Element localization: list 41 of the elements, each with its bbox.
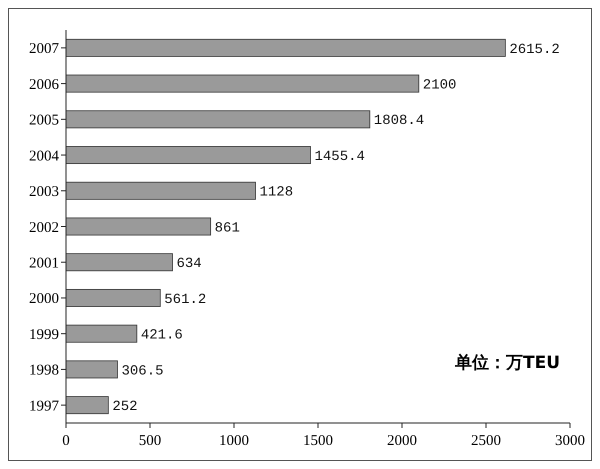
x-tick-label: 2000 [387,433,417,449]
data-label: 2615.2 [509,42,560,58]
y-tick-label: 2004 [29,148,60,164]
y-tick-label: 2003 [29,184,59,200]
y-tick-label: 2007 [29,41,60,58]
x-tick-label: 500 [138,433,162,449]
bar [66,146,311,164]
y-tick-label: 2005 [29,112,59,129]
y-tick-label: 1998 [29,362,59,379]
bar [66,288,161,307]
y-tick-label: 1997 [29,398,60,414]
data-label: 634 [176,256,202,272]
bar [66,38,506,57]
data-label: 861 [214,220,240,236]
data-label: 252 [112,399,138,416]
x-tick-label: 3000 [555,433,585,449]
bar [66,253,173,272]
data-label: 2100 [422,77,456,94]
bar [66,360,118,378]
data-label: 306.5 [121,363,164,380]
x-tick-label: 2500 [471,433,501,449]
data-label: 561.2 [164,292,206,308]
x-tick-label: 1000 [219,433,249,449]
y-tick-label: 1999 [29,326,59,343]
data-label: 1808.4 [374,113,424,130]
data-label: 1128 [260,184,294,201]
bar [66,324,138,343]
x-tick-label: 1500 [303,433,333,449]
x-tick-label: 0 [62,433,70,449]
data-label: 421.6 [140,328,183,344]
annotation: 单位：万TEU [454,353,560,373]
data-label: 1455.4 [314,148,365,165]
bar [66,74,420,93]
bar [66,396,109,414]
bar [66,110,370,128]
bar [66,182,256,200]
y-tick-label: 2006 [29,76,60,93]
bar [66,218,212,236]
y-tick-label: 2001 [29,255,59,272]
y-tick-label: 2002 [29,220,59,236]
y-tick-label: 2000 [29,291,59,308]
